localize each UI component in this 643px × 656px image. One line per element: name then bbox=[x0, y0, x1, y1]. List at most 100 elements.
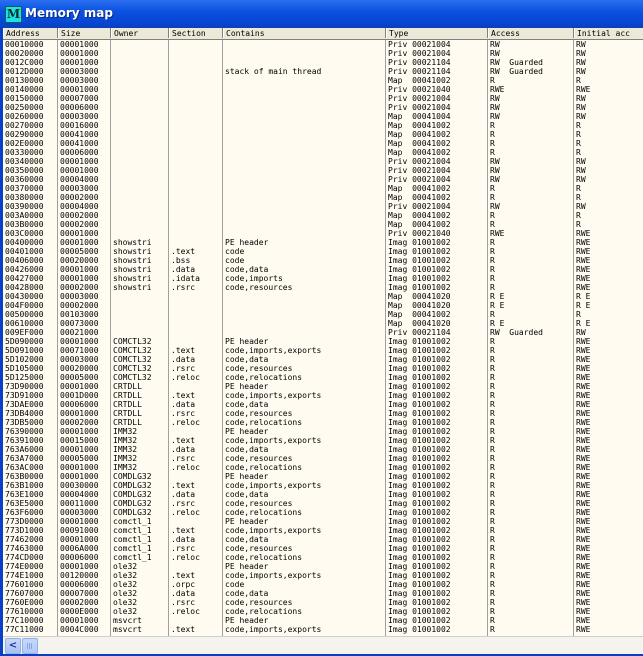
table-row[interactable]: 763B1000 00030000 COMDLG32 .text code,import… bbox=[3, 481, 643, 490]
table-row[interactable]: 763A6000 00001000 IMM32 .data code,data Imag … bbox=[3, 445, 643, 454]
table-row[interactable]: 00350000 00001000 Priv 00021004 RW RW bbox=[3, 166, 643, 175]
table-row[interactable]: 00500000 00103000 Map 00041002 R R bbox=[3, 310, 643, 319]
cell-section bbox=[169, 49, 171, 58]
table-row[interactable]: 77C11000 0004C000 msvcrt .text code,imports,… bbox=[3, 625, 643, 634]
cell-owner: CRTDLL bbox=[113, 391, 142, 400]
table-row[interactable]: 73D91000 0001D000 CRTDLL .text code,imports,… bbox=[3, 391, 643, 400]
table-row[interactable]: 73D90000 00001000 CRTDLL PE header Imag 0100… bbox=[3, 382, 643, 391]
table-row[interactable]: 00340000 00001000 Priv 00021004 RW RW bbox=[3, 157, 643, 166]
table-row[interactable]: 00426000 00001000 showstri .data code,data Im… bbox=[3, 265, 643, 274]
table-row[interactable]: 00380000 00002000 Map 00041002 R R bbox=[3, 193, 643, 202]
cell-contains: code,imports,exports bbox=[225, 391, 322, 400]
table-row[interactable]: 00250000 00006000 Priv 00021004 RW RW bbox=[3, 103, 643, 112]
column-header-owner[interactable]: Owner bbox=[111, 28, 169, 38]
table-row[interactable]: 73DAE000 00006000 CRTDLL .data code,data Imag… bbox=[3, 400, 643, 409]
table-row[interactable]: 76391000 00015000 IMM32 .text code,imports,e… bbox=[3, 436, 643, 445]
cell-access: R bbox=[490, 337, 495, 346]
table-row[interactable]: 774E1000 00120000 ole32 .text code,imports,e… bbox=[3, 571, 643, 580]
cell-initial-access: RWE bbox=[576, 454, 591, 463]
column-header-size[interactable]: Size bbox=[58, 28, 111, 38]
table-row[interactable]: 77610000 0000E000 ole32 .reloc code,relocati… bbox=[3, 607, 643, 616]
table-row[interactable]: 773D1000 00091000 comctl_1 .text code,import… bbox=[3, 526, 643, 535]
table-row[interactable]: 0012D000 00003000 stack of main thread Priv… bbox=[3, 67, 643, 76]
cell-contains: code,data bbox=[225, 265, 269, 274]
table-row[interactable]: 00130000 00003000 Map 00041002 R R bbox=[3, 76, 643, 85]
table-row[interactable]: 763A7000 00005000 IMM32 .rsrc code,resources… bbox=[3, 454, 643, 463]
table-row[interactable]: 5D125000 00005000 COMCTL32 .reloc code,reloc… bbox=[3, 373, 643, 382]
table-row[interactable]: 5D105000 00020000 COMCTL32 .rsrc code,resour… bbox=[3, 364, 643, 373]
cell-size: 00001000 bbox=[60, 58, 99, 67]
cell-owner: ole32 bbox=[113, 580, 138, 589]
column-header-section[interactable]: Section bbox=[169, 28, 223, 38]
table-row[interactable]: 00390000 00004000 Priv 00021004 RW RW bbox=[3, 202, 643, 211]
table-row[interactable]: 003B0000 00002000 Map 00041002 R R bbox=[3, 220, 643, 229]
table-row[interactable]: 002E0000 00041000 Map 00041002 R R bbox=[3, 139, 643, 148]
table-row[interactable]: 00427000 00001000 showstri .idata code,impor… bbox=[3, 274, 643, 283]
column-header-contains[interactable]: Contains bbox=[223, 28, 386, 38]
table-row[interactable]: 00140000 00001000 Priv 00021040 RWE RWE bbox=[3, 85, 643, 94]
cell-section bbox=[169, 229, 171, 238]
cell-contains bbox=[223, 148, 225, 157]
table-row[interactable]: 00010000 00001000 Priv 00021004 RW RW bbox=[3, 40, 643, 49]
table-row[interactable]: 774CD000 00006000 comctl_1 .reloc code,reloc… bbox=[3, 553, 643, 562]
table-row[interactable]: 003A0000 00002000 Map 00041002 R R bbox=[3, 211, 643, 220]
table-row[interactable]: 00270000 00016000 Map 00041002 R R bbox=[3, 121, 643, 130]
cell-size: 00001000 bbox=[60, 445, 99, 454]
column-header-access[interactable]: Access bbox=[488, 28, 574, 38]
table-row[interactable]: 009EF000 00021000 Priv 00021104 RW Guarded R… bbox=[3, 328, 643, 337]
cell-address: 003B0000 bbox=[5, 220, 44, 229]
cell-size: 00001000 bbox=[60, 157, 99, 166]
cell-size: 00003000 bbox=[60, 184, 99, 193]
table-row[interactable]: 763B0000 00001000 COMDLG32 PE header Imag 01… bbox=[3, 472, 643, 481]
scroll-left-arrow-icon[interactable]: < bbox=[5, 638, 21, 654]
cell-contains bbox=[223, 301, 225, 310]
table-row[interactable]: 763F6000 00003000 COMDLG32 .reloc code,reloc… bbox=[3, 508, 643, 517]
table-row[interactable]: 00290000 00041000 Map 00041002 R R bbox=[3, 130, 643, 139]
table-row[interactable]: 5D091000 00071000 COMCTL32 .text code,import… bbox=[3, 346, 643, 355]
table-row[interactable]: 5D090000 00001000 COMCTL32 PE header Imag 01… bbox=[3, 337, 643, 346]
table-row[interactable]: 77C10000 00001000 msvcrt PE header Imag 0100… bbox=[3, 616, 643, 625]
horizontal-scrollbar[interactable]: < bbox=[3, 636, 643, 654]
table-row[interactable]: 7760E000 00002000 ole32 .rsrc code,resources… bbox=[3, 598, 643, 607]
cell-size: 00041000 bbox=[60, 130, 99, 139]
table-row[interactable]: 00360000 00004000 Priv 00021004 RW RW bbox=[3, 175, 643, 184]
cell-section: .rsrc bbox=[171, 409, 196, 418]
table-row[interactable]: 00430000 00003000 Map 00041020 R E R E bbox=[3, 292, 643, 301]
table-row[interactable]: 00150000 00007000 Priv 00021004 RW RW bbox=[3, 94, 643, 103]
table-row[interactable]: 77601000 00006000 ole32 .orpc code Imag 01001… bbox=[3, 580, 643, 589]
table-row[interactable]: 77462000 00001000 comctl_1 .data code,data Im… bbox=[3, 535, 643, 544]
cell-initial-access: RWE bbox=[576, 517, 591, 526]
cell-contains bbox=[223, 103, 225, 112]
title-bar[interactable]: M Memory map bbox=[0, 0, 643, 28]
cell-size: 00002000 bbox=[60, 301, 99, 310]
table-row[interactable]: 00401000 00005000 showstri .text code Imag 01… bbox=[3, 247, 643, 256]
table-row[interactable]: 73DB5000 00002000 CRTDLL .reloc code,relocat… bbox=[3, 418, 643, 427]
column-header-type[interactable]: Type bbox=[386, 28, 488, 38]
table-row[interactable]: 763E5000 00011000 COMDLG32 .rsrc code,resour… bbox=[3, 499, 643, 508]
table-row[interactable]: 00260000 00003000 Map 00041004 RW RW bbox=[3, 112, 643, 121]
table-row[interactable]: 763AC000 00001000 IMM32 .reloc code,relocati… bbox=[3, 463, 643, 472]
cell-contains: code,resources bbox=[225, 364, 293, 373]
table-row[interactable]: 00370000 00003000 Map 00041002 R R bbox=[3, 184, 643, 193]
table-row[interactable]: 77607000 00007000 ole32 .data code,data Imag … bbox=[3, 589, 643, 598]
table-row[interactable]: 003C0000 00001000 Priv 00021040 RWE RWE bbox=[3, 229, 643, 238]
table-row[interactable]: 00610000 00073000 Map 00041020 R E R E bbox=[3, 319, 643, 328]
table-row[interactable]: 00406000 00020000 showstri .bss code Imag 010… bbox=[3, 256, 643, 265]
table-row[interactable]: 76390000 00001000 IMM32 PE header Imag 01001… bbox=[3, 427, 643, 436]
table-row[interactable]: 00428000 00002000 showstri .rsrc code,resour… bbox=[3, 283, 643, 292]
table-row[interactable]: 00330000 00006000 Map 00041002 R R bbox=[3, 148, 643, 157]
table-row[interactable]: 004F0000 00002000 Map 00041020 R E R E bbox=[3, 301, 643, 310]
cell-section bbox=[169, 562, 171, 571]
column-header-address[interactable]: Address bbox=[3, 28, 58, 38]
table-row[interactable]: 773D0000 00001000 comctl_1 PE header Imag 01… bbox=[3, 517, 643, 526]
table-row[interactable]: 77463000 0006A000 comctl_1 .rsrc code,resour… bbox=[3, 544, 643, 553]
table-row[interactable]: 0012C000 00001000 Priv 00021104 RW Guarded R… bbox=[3, 58, 643, 67]
column-header-initial-access[interactable]: Initial acc bbox=[574, 28, 643, 38]
scroll-thumb[interactable] bbox=[22, 638, 38, 654]
table-row[interactable]: 73DB4000 00001000 CRTDLL .rsrc code,resource… bbox=[3, 409, 643, 418]
table-row[interactable]: 763E1000 00004000 COMDLG32 .data code,data Im… bbox=[3, 490, 643, 499]
table-row[interactable]: 00400000 00001000 showstri PE header Imag 01… bbox=[3, 238, 643, 247]
table-row[interactable]: 00020000 00001000 Priv 00021004 RW RW bbox=[3, 49, 643, 58]
table-row[interactable]: 5D102000 00003000 COMCTL32 .data code,data Im… bbox=[3, 355, 643, 364]
table-row[interactable]: 774E0000 00001000 ole32 PE header Imag 01001… bbox=[3, 562, 643, 571]
